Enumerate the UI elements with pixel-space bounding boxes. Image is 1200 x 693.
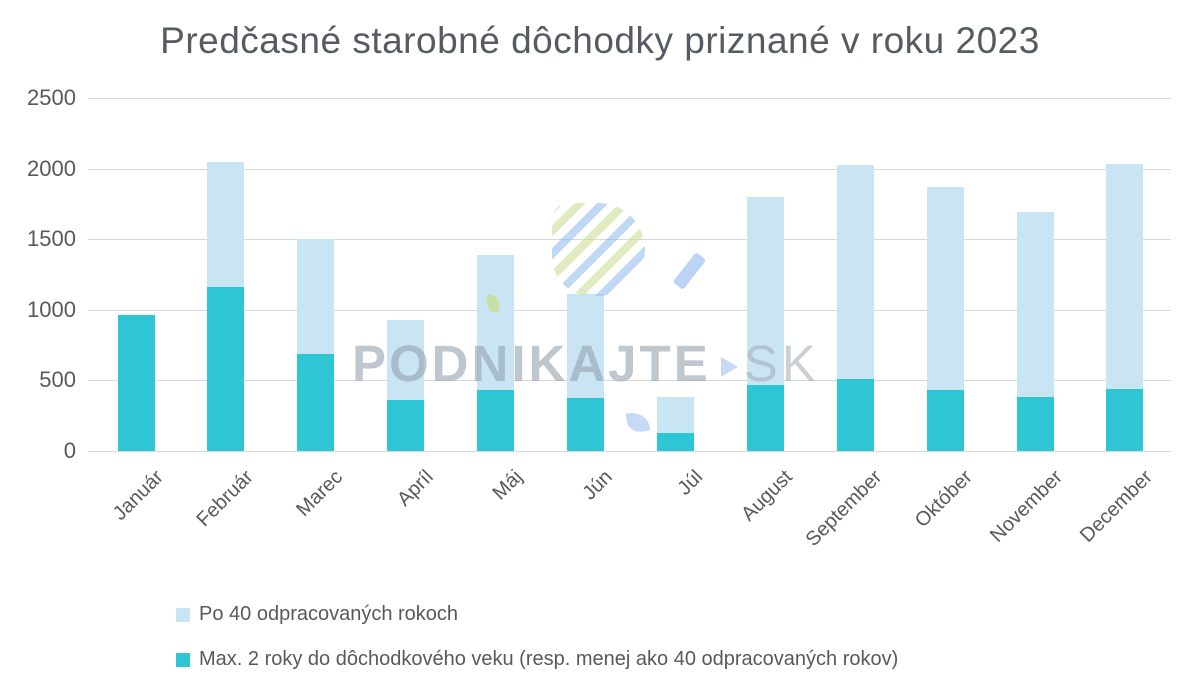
legend-item-po40: Po 40 odpracovaných rokoch — [176, 603, 898, 626]
gridline-0 — [88, 451, 1171, 452]
legend-item-max2roky: Max. 2 roky do dôchodkového veku (resp. … — [176, 648, 898, 671]
bar-máj-bottom — [477, 389, 515, 451]
y-tick-label-1000: 1000 — [27, 296, 76, 322]
gridline-2500 — [88, 98, 1171, 99]
bar-máj-top — [477, 255, 515, 390]
legend-label-po40: Po 40 odpracovaných rokoch — [199, 603, 459, 625]
x-axis-label-júl: Júl — [673, 466, 707, 500]
chart-title: Predčasné starobné dôchodky priznané v r… — [160, 20, 1040, 61]
bar-september-top — [836, 165, 874, 379]
bar-október-top — [926, 186, 964, 390]
bar-január-bottom — [117, 314, 155, 451]
bar-december-top — [1106, 164, 1144, 389]
bar-marec-bottom — [297, 353, 335, 451]
y-tick-label-2000: 2000 — [27, 155, 76, 181]
y-tick-label-500: 500 — [39, 367, 76, 393]
x-axis-label-február: Február — [192, 466, 258, 532]
legend-swatch-po40 — [176, 607, 190, 622]
x-axis-label-november: November — [985, 466, 1067, 547]
y-tick-label-1500: 1500 — [27, 226, 76, 252]
bar-február-top — [207, 161, 245, 288]
x-axis-label-apríl: Apríl — [392, 466, 438, 511]
x-axis-label-jún: Jún — [578, 466, 618, 505]
gridline-2000 — [88, 168, 1171, 170]
bar-november-top — [1016, 212, 1054, 398]
bar-jún-bottom — [567, 398, 604, 451]
gridline-500 — [88, 380, 1171, 382]
x-axis-label-september: September — [802, 466, 887, 551]
bar-november-bottom — [1016, 397, 1054, 451]
x-axis-label-marec: Marec — [292, 466, 348, 521]
bar-apríl-top — [387, 319, 425, 401]
bar-júl-bottom — [656, 432, 694, 451]
x-axis-label-august: August — [737, 466, 797, 526]
gridline-1000 — [88, 309, 1171, 311]
x-axis-label-január: Január — [108, 466, 168, 525]
bar-august-top — [746, 196, 784, 385]
bar-október-bottom — [926, 389, 964, 451]
bar-december-bottom — [1106, 388, 1144, 451]
legend: Po 40 odpracovaných rokoch Max. 2 roky d… — [176, 603, 898, 693]
bar-apríl-bottom — [387, 400, 425, 451]
bar-júl-top — [656, 396, 694, 433]
bar-jún-top — [567, 294, 604, 399]
bar-august-bottom — [746, 384, 784, 451]
y-tick-label-0: 0 — [63, 438, 76, 463]
legend-swatch-max2roky — [176, 652, 190, 667]
bar-marec-top — [297, 239, 335, 354]
x-axis-label-október: Október — [910, 466, 977, 532]
legend-label-max2roky: Max. 2 roky do dôchodkového veku (resp. … — [199, 648, 899, 670]
bar-február-bottom — [207, 287, 245, 451]
gridline-1500 — [88, 239, 1171, 241]
bar-september-bottom — [836, 378, 874, 451]
y-tick-label-2500: 2500 — [27, 85, 76, 110]
x-axis-label-máj: Máj — [488, 466, 528, 505]
x-axis-label-december: December — [1075, 466, 1157, 547]
